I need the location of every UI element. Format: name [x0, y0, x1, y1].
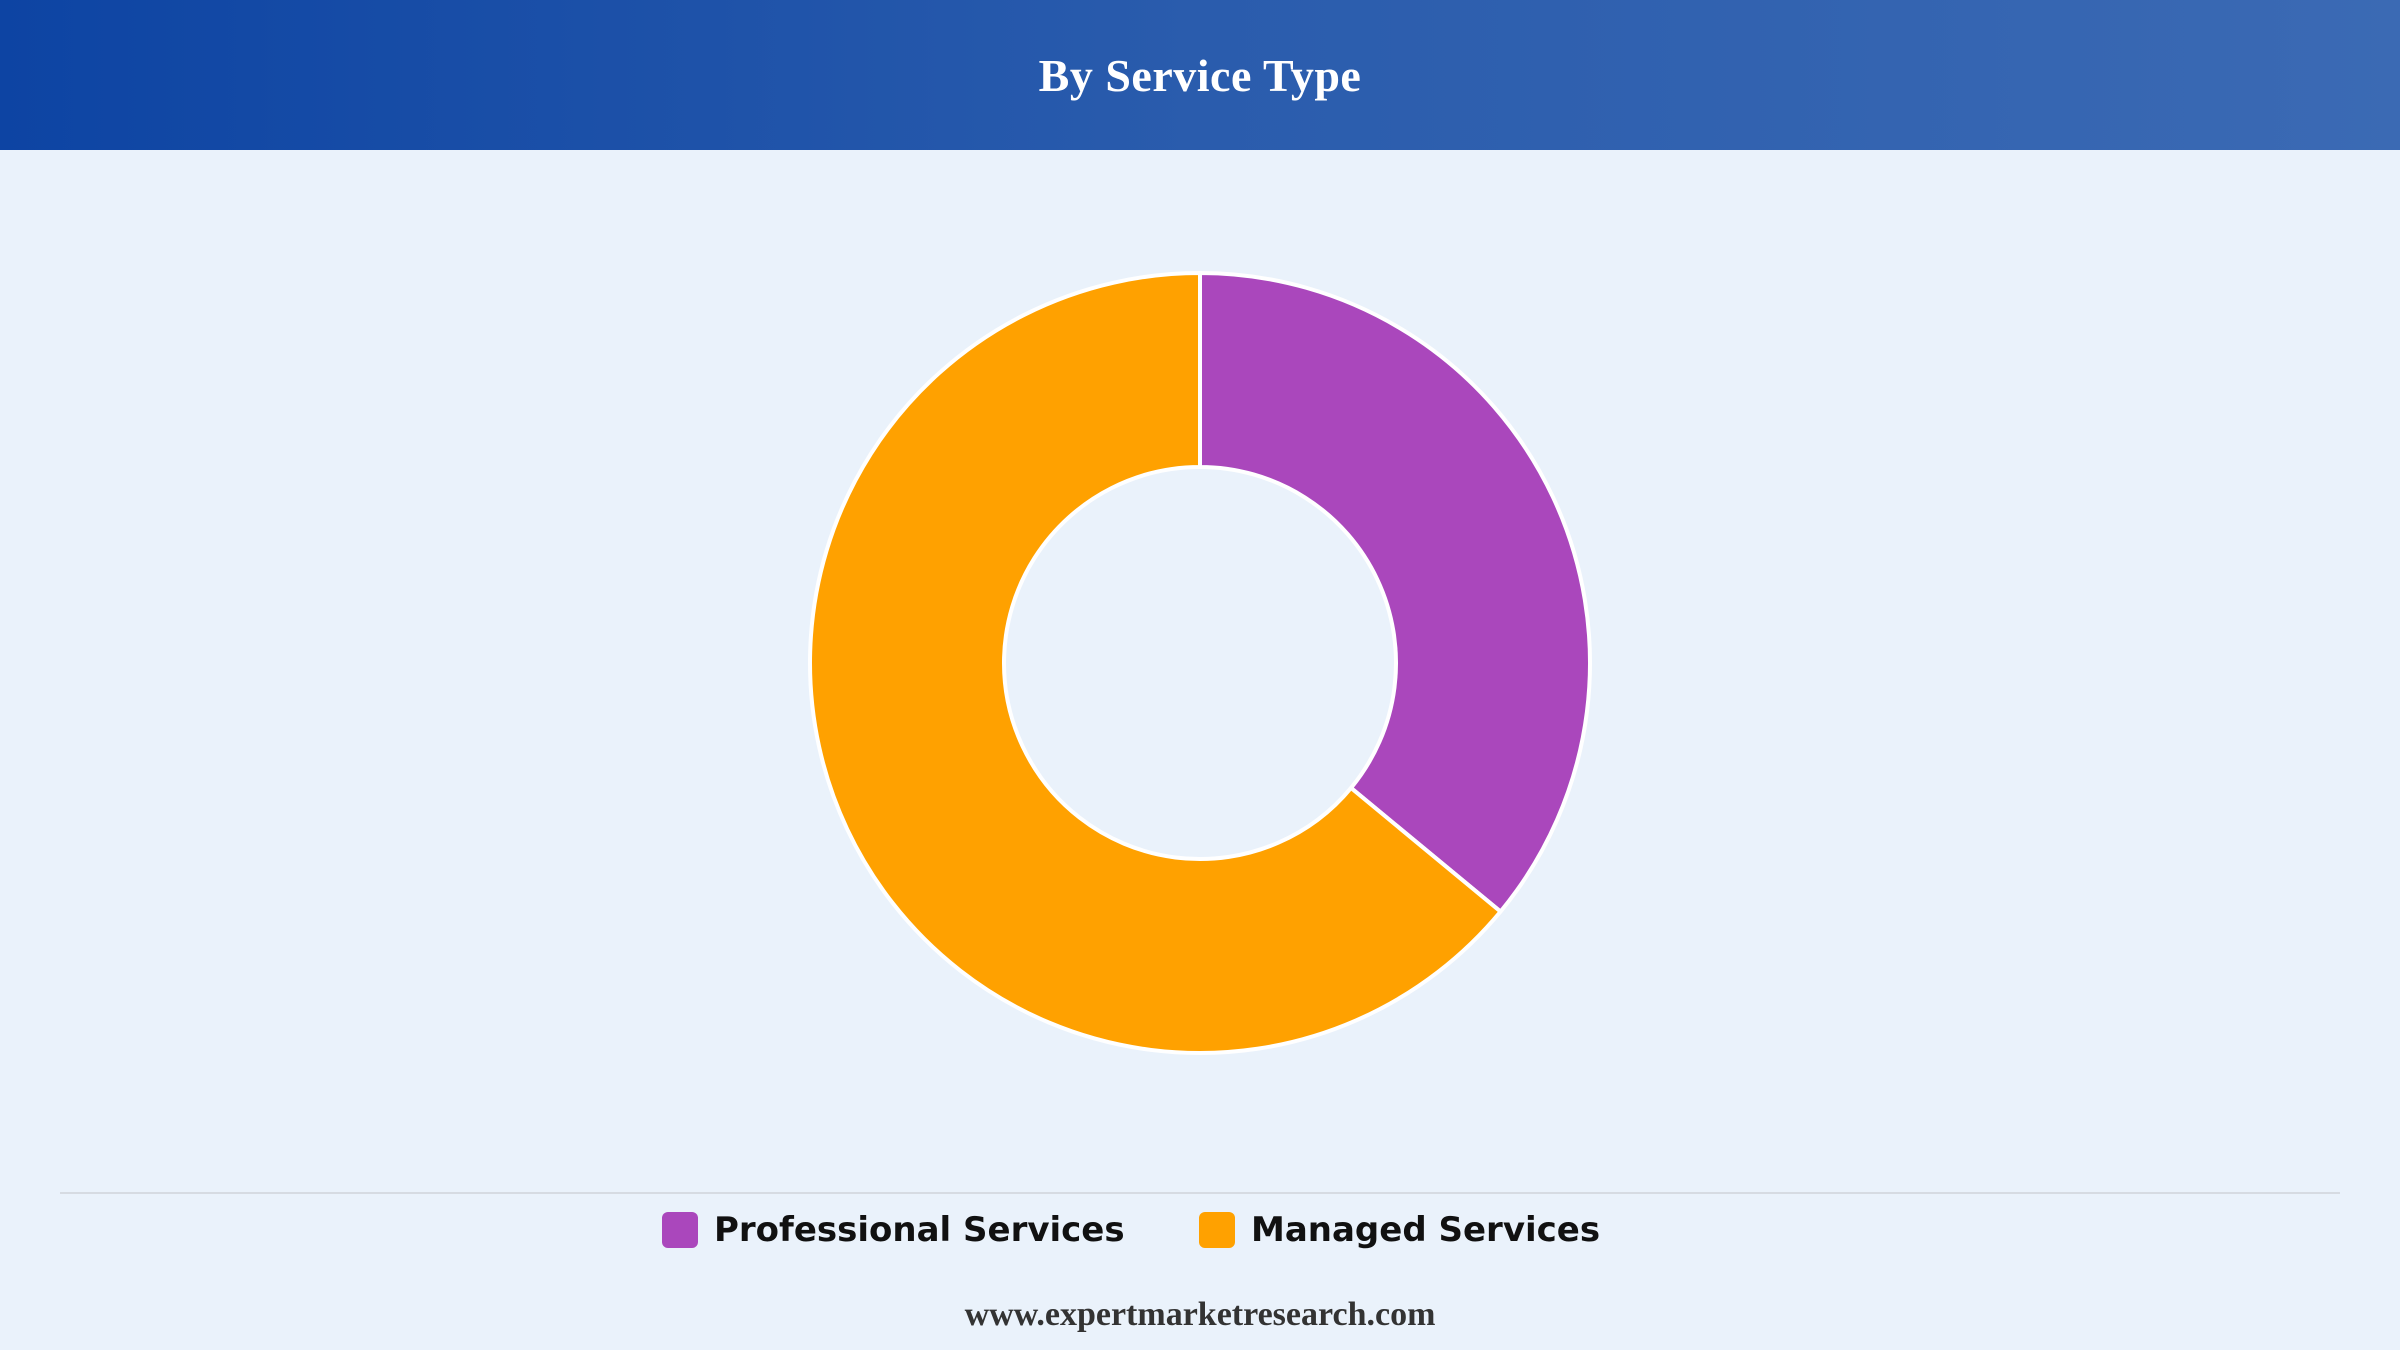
- legend-label-managed-services: Managed Services: [1251, 1210, 1601, 1250]
- donut-slice-professional-services[interactable]: [1198, 271, 1592, 914]
- legend-swatch-professional-services: [662, 1212, 698, 1248]
- legend-item-managed-services[interactable]: Managed Services: [1199, 1208, 1600, 1252]
- header-banner: By Service Type: [0, 0, 2400, 150]
- legend-item-professional-services[interactable]: Professional Services: [662, 1208, 1125, 1252]
- chart-title: By Service Type: [1038, 49, 1362, 101]
- source-url: www.expertmarketresearch.com: [964, 1296, 1436, 1333]
- donut-chart-svg: [808, 271, 1592, 1055]
- legend-swatch-managed-services: [1199, 1212, 1235, 1248]
- legend-divider: [60, 1192, 2340, 1194]
- donut-slice-managed-services[interactable]: [808, 271, 1503, 1055]
- donut-chart: [0, 150, 2400, 1190]
- chart-legend: Professional Services Managed Services: [0, 1208, 2400, 1252]
- legend-label-professional-services: Professional Services: [714, 1210, 1125, 1250]
